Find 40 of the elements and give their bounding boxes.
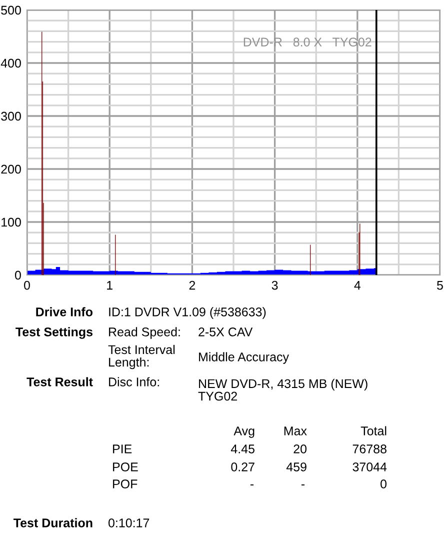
y-tick-label: 400: [0, 58, 21, 68]
text: 0: [380, 480, 387, 488]
annotation: DVD-R 8.0 X TYG02: [244, 38, 372, 46]
y-tick-label: 100: [2, 218, 21, 227]
text: NEW DVD-R, 4315 MB (NEW) TYG02: [198, 378, 368, 401]
text: Test Duration: [14, 518, 92, 528]
text: Middle Accuracy: [199, 352, 289, 364]
x-tick-label: 2: [189, 280, 196, 290]
text: PIE: [113, 444, 132, 454]
x-tick-label: 5: [437, 281, 443, 290]
text: 0.27: [231, 462, 254, 472]
y-tick-label: 0: [14, 270, 21, 280]
text: 76788: [352, 444, 386, 454]
text: Read Speed:: [109, 327, 180, 339]
text: -: [250, 484, 254, 486]
text: Total: [360, 426, 386, 436]
text: Disc Info:: [109, 377, 159, 386]
x-tick-label: 3: [272, 280, 278, 290]
text: 459: [286, 462, 306, 472]
y-tick-label: 200: [1, 164, 21, 174]
text: 37044: [352, 462, 387, 472]
text: Test Interval Length:: [108, 344, 175, 370]
text: Test Settings: [16, 327, 92, 339]
y-tick-label: 300: [1, 112, 21, 121]
text: 2-5X CAV: [198, 328, 253, 336]
x-tick-label: 1: [107, 281, 112, 290]
text: POE: [113, 462, 138, 472]
y-tick-label: 500: [1, 6, 21, 15]
text: 20: [294, 444, 307, 454]
text: POF: [113, 480, 138, 488]
text: Test Result: [26, 377, 93, 386]
text: Max: [284, 426, 307, 436]
x-tick-label: 0: [24, 280, 30, 290]
text: 4.45: [230, 444, 254, 454]
text: ID:1 DVDR V1.09 (#538633): [109, 307, 266, 319]
text: -: [301, 484, 305, 486]
text: Drive Info: [36, 307, 93, 316]
text: Avg: [234, 426, 254, 438]
x-tick-label: 4: [354, 281, 361, 290]
text: 0:10:17: [108, 518, 150, 528]
